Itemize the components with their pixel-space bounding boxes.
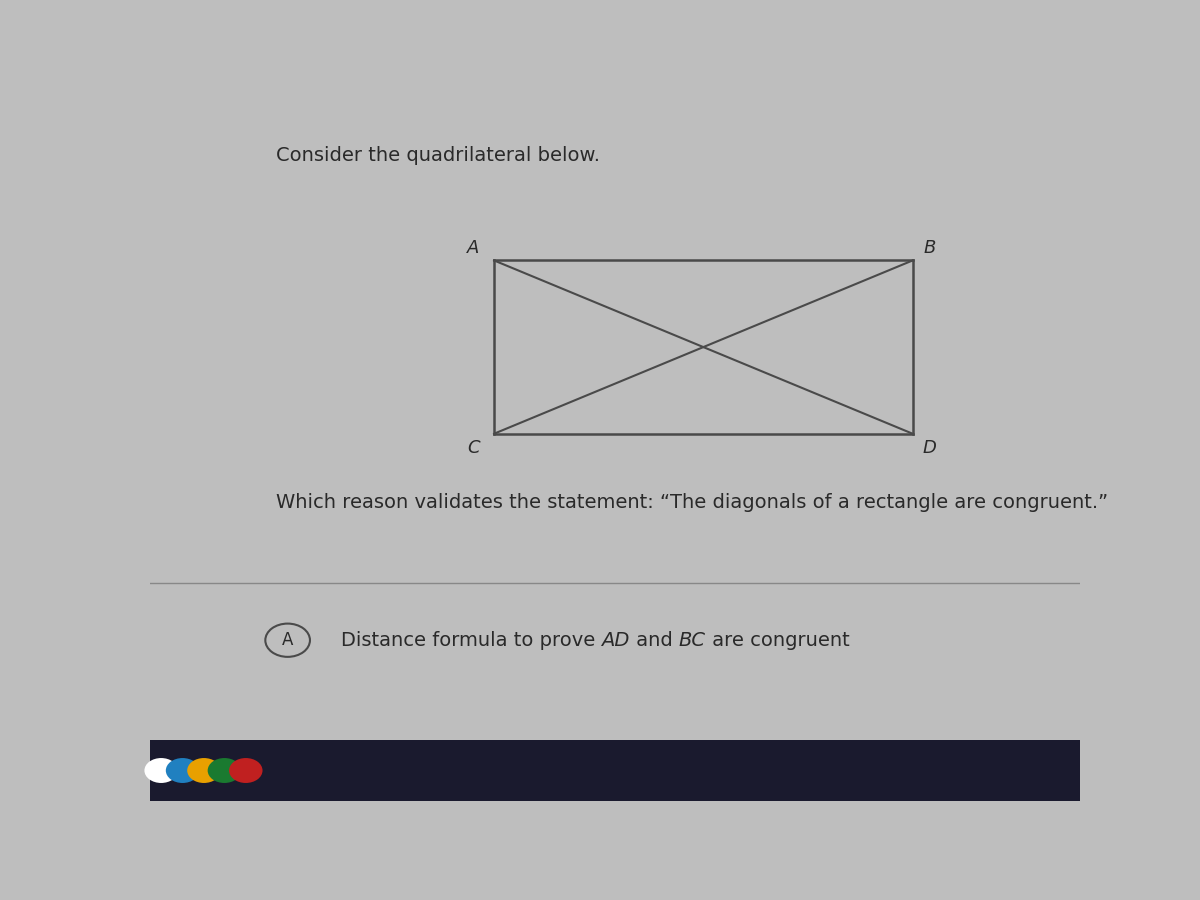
Text: BC: BC [678,631,706,650]
Text: Consider the quadrilateral below.: Consider the quadrilateral below. [276,146,600,165]
Text: D: D [923,438,936,456]
Text: A: A [468,239,480,257]
Circle shape [229,758,263,783]
Text: C: C [467,438,480,456]
Text: B: B [923,239,936,257]
Text: AD: AD [601,631,630,650]
Text: A: A [282,631,293,649]
Circle shape [187,758,221,783]
Circle shape [144,758,178,783]
Text: and: and [630,631,678,650]
Text: are congruent: are congruent [706,631,850,650]
Text: Distance formula to prove: Distance formula to prove [341,631,601,650]
Circle shape [166,758,199,783]
Text: Which reason validates the statement: “The diagonals of a rectangle are congruen: Which reason validates the statement: “T… [276,492,1108,511]
Bar [150,740,1080,801]
Circle shape [208,758,241,783]
